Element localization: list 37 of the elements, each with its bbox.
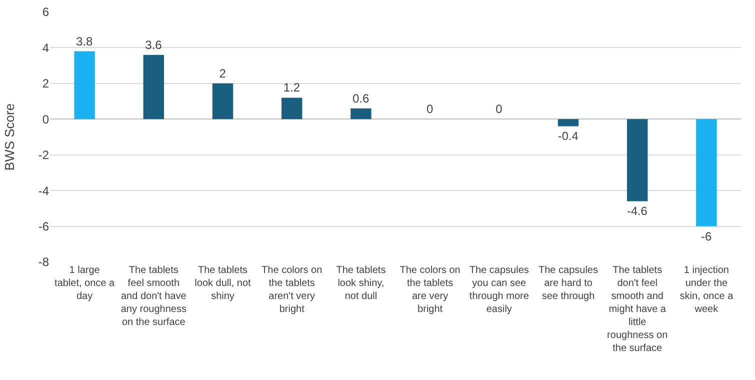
data-label: 2 <box>219 66 226 80</box>
x-tick-label: The capsules are hard to see through <box>538 265 598 302</box>
bar <box>626 119 648 202</box>
y-axis-title: BWS Score <box>2 103 17 171</box>
y-tick-label: 4 <box>42 40 50 55</box>
data-label: 3.6 <box>145 38 162 52</box>
x-tick-label: The capsules you can see through more easily <box>469 265 530 315</box>
data-label: 1.2 <box>283 80 300 95</box>
data-label: -0.4 <box>558 129 579 144</box>
data-label: 0 <box>426 102 434 116</box>
bar <box>281 98 302 120</box>
bar <box>212 83 234 120</box>
data-label: 0 <box>496 102 503 116</box>
y-tick-label: 2 <box>42 76 50 91</box>
x-tick-label: 1 injection under the skin, once a week <box>680 265 734 315</box>
bar <box>558 119 579 126</box>
x-tick-label: The tablets feel smooth and don't have any roughness on the surface <box>120 265 187 328</box>
y-tick-label: -8 <box>38 255 50 270</box>
data-label: -6 <box>700 229 712 244</box>
data-label: 0.6 <box>352 91 370 106</box>
x-tick-label: 1 large tablet, once a day <box>54 265 116 302</box>
bar <box>74 51 95 120</box>
data-label: -4.6 <box>626 204 648 218</box>
y-tick-label: 6 <box>42 5 50 20</box>
y-tick-label: -4 <box>38 184 50 198</box>
bar <box>143 54 164 120</box>
bar <box>350 108 372 120</box>
bar <box>696 119 717 226</box>
y-tick-label: -2 <box>38 148 50 162</box>
y-tick-label: -6 <box>38 219 50 234</box>
x-tick-label: The tablets look shiny, not dull <box>336 265 386 302</box>
x-tick-label: The tablets look dull, not shiny <box>194 265 252 302</box>
data-label: 3.8 <box>76 34 94 48</box>
x-tick-label: The tablets don't feel smooth and might have a little roughness on the surface <box>607 265 668 354</box>
x-tick-label: The colors on the tablets are very bright <box>400 265 460 315</box>
y-tick-label: 0 <box>42 112 50 126</box>
x-tick-label: The colors on the tablets aren't very bright <box>262 265 322 315</box>
